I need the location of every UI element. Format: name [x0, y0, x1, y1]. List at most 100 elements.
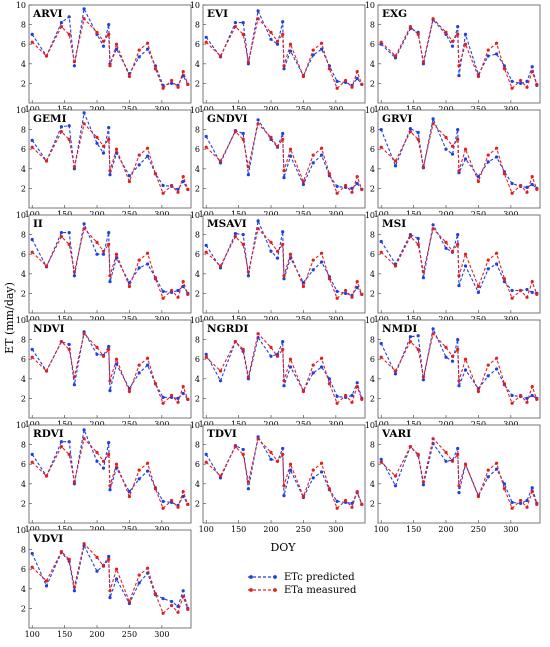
x-tick-label: 100 [199, 420, 214, 429]
data-point-eta-measured [282, 274, 286, 278]
data-point-eta-measured [233, 130, 237, 134]
x-tick-label: 150 [231, 315, 246, 324]
data-point-etc-predicted [107, 554, 111, 559]
data-point-eta-measured [530, 385, 534, 389]
data-point-etc-predicted [450, 44, 455, 48]
data-point-eta-measured [246, 375, 250, 379]
data-point-eta-measured [44, 54, 49, 58]
x-tick-label: 250 [122, 420, 137, 429]
x-tick-label: 300 [154, 210, 169, 219]
data-point-eta-measured [101, 144, 106, 148]
data-point-etc-predicted [137, 266, 141, 270]
data-point-eta-measured [311, 363, 315, 367]
series-line-eta-measured [205, 122, 363, 195]
data-point-eta-measured [108, 379, 112, 383]
data-point-eta-measured [233, 340, 237, 344]
data-point-eta-measured [67, 137, 71, 141]
data-point-eta-measured [59, 235, 64, 239]
y-tick-label: 10 [190, 106, 200, 115]
x-tick-label: 150 [406, 420, 421, 429]
data-point-eta-measured [114, 42, 119, 46]
data-point-eta-measured [95, 345, 99, 349]
series-line-eta-measured [380, 332, 538, 405]
y-tick-label: 6 [195, 460, 200, 469]
data-point-eta-measured [107, 32, 111, 37]
data-point-eta-measured [311, 468, 315, 472]
y-tick-label: 8 [21, 441, 26, 450]
data-point-etc-predicted [510, 393, 514, 398]
data-point-eta-measured [137, 573, 141, 577]
data-point-eta-measured [30, 40, 34, 44]
data-point-eta-measured [218, 54, 223, 58]
data-point-etc-predicted [161, 183, 165, 188]
series-line-eta-measured [380, 17, 538, 90]
y-tick-label: 4 [195, 480, 200, 489]
data-point-eta-measured [72, 480, 76, 484]
series-line-eta-measured [31, 437, 189, 510]
panel-title: NDVI [33, 323, 65, 335]
data-point-etc-predicted [525, 79, 529, 83]
x-tick-label: 300 [154, 105, 169, 114]
data-point-eta-measured [393, 474, 398, 478]
data-point-eta-measured [350, 295, 354, 299]
data-point-eta-measured [530, 70, 534, 74]
data-point-eta-measured [519, 288, 523, 293]
data-point-etc-predicted [72, 274, 76, 278]
data-point-eta-measured [72, 375, 76, 379]
data-point-eta-measured [360, 292, 364, 296]
data-point-etc-predicted [431, 327, 435, 331]
data-point-eta-measured [510, 506, 514, 510]
data-point-eta-measured [256, 17, 260, 21]
data-point-eta-measured [344, 498, 348, 503]
y-tick-label: 2 [195, 184, 200, 193]
data-point-etc-predicted [525, 185, 529, 189]
data-point-eta-measured [108, 274, 112, 278]
data-point-etc-predicted [30, 347, 34, 351]
data-point-etc-predicted [181, 179, 185, 184]
panel-title: TDVI [207, 428, 237, 440]
legend-label-eta: ETa measured [284, 585, 357, 596]
data-point-eta-measured [350, 190, 354, 194]
y-tick-label: 6 [370, 355, 375, 364]
data-point-etc-predicted [107, 126, 111, 130]
data-point-etc-predicted [335, 394, 339, 398]
data-point-eta-measured [137, 48, 141, 52]
data-point-etc-predicted [108, 488, 112, 492]
data-point-etc-predicted [393, 164, 398, 168]
data-point-eta-measured [246, 165, 250, 169]
data-point-eta-measured [153, 67, 157, 71]
data-point-etc-predicted [181, 589, 185, 593]
y-tick-label: 4 [21, 165, 26, 174]
data-point-eta-measured [486, 153, 490, 157]
data-point-eta-measured [301, 179, 305, 184]
y-axis-label: ET (mm/day) [3, 282, 16, 354]
data-point-eta-measured [320, 146, 324, 150]
data-point-etc-predicted [379, 239, 383, 244]
data-point-etc-predicted [82, 222, 86, 226]
data-point-etc-predicted [67, 231, 71, 235]
data-point-eta-measured [408, 130, 412, 134]
data-point-etc-predicted [450, 359, 455, 363]
data-point-eta-measured [246, 480, 250, 484]
data-point-etc-predicted [530, 182, 534, 187]
x-tick-label: 200 [89, 105, 104, 114]
panel-title: VARI [381, 428, 411, 440]
data-point-etc-predicted [67, 440, 71, 444]
y-tick-label: 6 [195, 250, 200, 259]
data-point-eta-measured [204, 145, 208, 149]
x-tick-label: 300 [328, 525, 343, 534]
data-point-etc-predicted [335, 184, 339, 188]
data-point-etc-predicted [127, 490, 131, 494]
data-point-etc-predicted [176, 604, 180, 609]
data-point-eta-measured [95, 135, 99, 139]
y-tick-label: 6 [21, 40, 26, 49]
data-point-eta-measured [288, 357, 293, 361]
data-point-etc-predicted [457, 74, 461, 78]
data-point-eta-measured [525, 505, 529, 509]
data-point-etc-predicted [82, 111, 86, 115]
x-tick-label: 250 [296, 420, 311, 429]
